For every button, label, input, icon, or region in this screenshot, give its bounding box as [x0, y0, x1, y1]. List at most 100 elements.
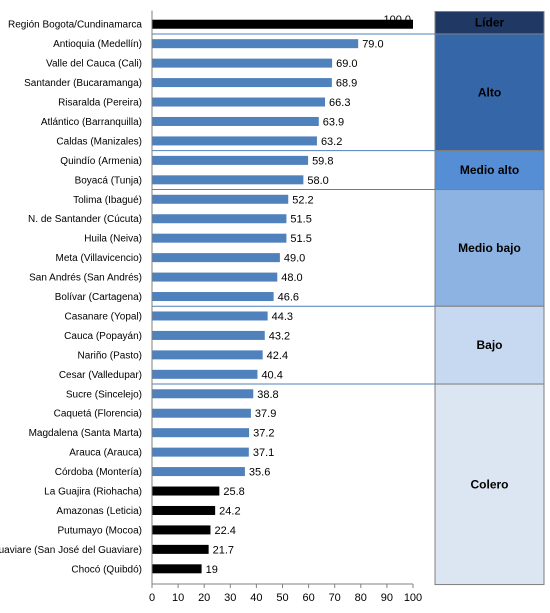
- bar: [152, 389, 254, 399]
- bar: [152, 19, 413, 29]
- category-label: N. de Santander (Cúcuta): [28, 214, 142, 225]
- value-label: 42.4: [267, 350, 288, 362]
- category-label: Cauca (Popayán): [64, 331, 142, 342]
- value-label: 24.2: [219, 505, 240, 517]
- value-label: 40.4: [261, 369, 282, 381]
- bar: [152, 214, 287, 224]
- bar: [152, 330, 265, 340]
- group-box-bajo: [434, 305, 545, 385]
- category-label: Arauca (Arauca): [69, 448, 142, 459]
- category-label: Guaviare (San José del Guaviare): [0, 545, 142, 556]
- value-label: 37.9: [255, 408, 276, 420]
- category-label: Huila (Neiva): [84, 234, 142, 245]
- category-label: Atlántico (Barranquilla): [41, 117, 142, 128]
- bar: [152, 39, 359, 49]
- bar: [152, 428, 250, 438]
- x-tick-label: 50: [276, 592, 288, 604]
- value-label: 38.8: [257, 389, 278, 401]
- category-label: Amazonas (Leticia): [56, 506, 142, 517]
- x-tick-label: 80: [355, 592, 367, 604]
- bar: [152, 253, 280, 263]
- x-tick-label: 20: [198, 592, 210, 604]
- category-label: Cesar (Valledupar): [59, 370, 142, 381]
- group-boxes: Líder Alto Medio alto Medio bajo Bajo Colero: [434, 11, 545, 586]
- category-label: Magdalena (Santa Marta): [29, 428, 142, 439]
- bar: [152, 311, 268, 321]
- bar: [152, 175, 304, 185]
- bar: [152, 233, 287, 243]
- bar: [152, 486, 220, 496]
- category-label: Región Bogota/Cundinamarca: [8, 20, 142, 31]
- bar: [152, 194, 289, 204]
- value-label: 19: [206, 564, 218, 576]
- value-label: 49.0: [284, 253, 305, 265]
- category-label: Quindío (Armenia): [60, 156, 142, 167]
- x-tick-label: 100: [404, 592, 422, 604]
- bar: [152, 350, 263, 360]
- bar: [152, 155, 309, 165]
- bar: [152, 544, 209, 554]
- bar: [152, 447, 249, 457]
- value-label: 52.2: [292, 194, 313, 206]
- category-label: Bolívar (Cartagena): [55, 292, 142, 303]
- group-label-alto: Alto: [478, 85, 501, 99]
- bar: [152, 564, 202, 574]
- value-label: 25.8: [223, 486, 244, 498]
- bar: [152, 369, 258, 379]
- group-label-medio-alto: Medio alto: [460, 163, 519, 177]
- category-label: Nariño (Pasto): [78, 350, 142, 361]
- group-box-alto: [434, 33, 545, 152]
- value-label: 79.0: [362, 39, 383, 51]
- category-label: San Andrés (San Andrés): [29, 273, 142, 284]
- group-box-medio-bajo: [434, 189, 545, 307]
- value-label: 59.8: [312, 155, 333, 167]
- value-label: 68.9: [336, 78, 357, 90]
- value-label: 69.0: [336, 58, 357, 70]
- group-box-colero: [434, 383, 545, 586]
- category-label: Caldas (Manizales): [56, 136, 142, 147]
- value-label: 66.3: [329, 97, 350, 109]
- value-label: 46.6: [278, 292, 299, 304]
- group-label-bajo: Bajo: [476, 338, 502, 352]
- bar: [152, 272, 278, 282]
- value-label: 63.2: [321, 136, 342, 148]
- x-axis: 0 10 20 30 40 50 60 70 80 90 100: [149, 10, 422, 604]
- value-label: 35.6: [249, 467, 270, 479]
- x-tick-label: 0: [149, 592, 155, 604]
- bar: [152, 292, 274, 302]
- group-box-medio-alto: [434, 150, 545, 191]
- category-label: Valle del Cauca (Cali): [46, 59, 142, 70]
- x-tick-label: 70: [329, 592, 341, 604]
- category-label: Meta (Villavicencio): [55, 253, 142, 264]
- value-label: 48.0: [281, 272, 302, 284]
- x-tick-label: 90: [381, 592, 393, 604]
- x-tick-label: 60: [302, 592, 314, 604]
- value-label: 37.2: [253, 428, 274, 440]
- category-label: Boyacá (Tunja): [75, 175, 142, 186]
- bar: [152, 467, 245, 477]
- bar: [152, 78, 332, 88]
- bars: Región Bogota/Cundinamarca 100.0 Antioquia…: [0, 14, 413, 576]
- value-label: 63.9: [323, 116, 344, 128]
- value-label: 44.3: [272, 311, 293, 323]
- bar: [152, 408, 251, 418]
- category-label: Risaralda (Pereira): [58, 98, 142, 109]
- value-label: 51.5: [290, 214, 311, 226]
- group-separators: [152, 33, 435, 385]
- bar: [152, 116, 319, 126]
- x-tick-label: 40: [250, 592, 262, 604]
- value-label: 22.4: [214, 525, 235, 537]
- value-label: 37.1: [253, 447, 274, 459]
- bar: [152, 97, 326, 107]
- group-label-colero: Colero: [470, 477, 508, 491]
- value-label: 43.2: [269, 330, 290, 342]
- bar: [152, 136, 317, 146]
- value-label: 100.0: [383, 14, 411, 26]
- category-label: Córdoba (Montería): [55, 467, 142, 478]
- category-label: Sucre (Sincelejo): [66, 389, 142, 400]
- category-label: Putumayo (Mocoa): [58, 525, 142, 536]
- x-tick-label: 30: [224, 592, 236, 604]
- bar: [152, 58, 333, 68]
- group-label-lider: Líder: [475, 16, 505, 30]
